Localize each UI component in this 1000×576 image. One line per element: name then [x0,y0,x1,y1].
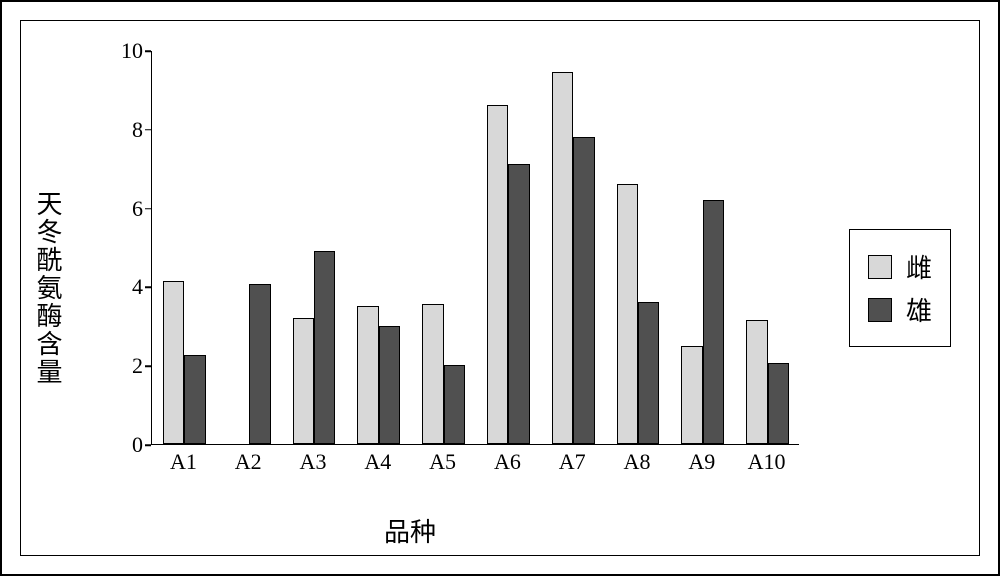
ytick-mark [145,50,151,52]
xtick-label: A2 [235,449,262,475]
outer-border: 天冬酰氨酶含量 品种 0 2 4 6 8 10 A1 A2 A3 A4 A5 A6 A7 A8 A9 A10… [0,0,1000,576]
legend-swatch-male [868,298,892,322]
xtick-label: A8 [624,449,651,475]
bar-male [508,164,529,444]
ytick-label: 8 [111,117,143,143]
bar-male [638,302,659,444]
bar-male [249,284,270,444]
bar-female [487,105,508,444]
bar-male [703,200,724,444]
bar-female [357,306,378,444]
bar-female [552,72,573,444]
ytick-label: 4 [111,274,143,300]
legend: 雌 雄 [849,229,951,347]
bar-female [163,281,184,445]
xtick-label: A3 [300,449,327,475]
bar-female [422,304,443,444]
ytick-label: 10 [111,38,143,64]
x-axis-label: 品种 [21,512,799,549]
ytick-label: 6 [111,196,143,222]
legend-item-male: 雄 [868,291,932,328]
plot-wrap: 0246810 A1A2A3A4A5A6A7A8A9A10 [111,51,799,475]
bar-male [573,137,594,444]
ytick-mark [145,208,151,210]
ytick-label: 0 [111,432,143,458]
xtick-label: A6 [494,449,521,475]
ytick-mark [145,129,151,131]
legend-item-female: 雌 [868,248,932,285]
legend-label-male: 雄 [906,291,932,328]
xtick-label: A7 [559,449,586,475]
legend-label-female: 雌 [906,248,932,285]
xtick-label: A10 [748,449,786,475]
bar-male [184,355,205,444]
bar-female [293,318,314,444]
xtick-label: A9 [688,449,715,475]
ytick-label: 2 [111,353,143,379]
ytick-mark [145,444,151,446]
plot-area [151,51,799,445]
xtick-label: A4 [364,449,391,475]
bar-male [768,363,789,444]
bar-female [746,320,767,444]
legend-swatch-female [868,255,892,279]
y-axis-label: 天冬酰氨酶含量 [29,190,66,386]
ytick-mark [145,287,151,289]
bar-female [681,346,702,445]
xtick-label: A5 [429,449,456,475]
bar-male [444,365,465,444]
xtick-label: A1 [170,449,197,475]
bar-male [314,251,335,444]
bar-female [617,184,638,444]
chart-frame: 天冬酰氨酶含量 品种 0 2 4 6 8 10 A1 A2 A3 A4 A5 A6 A7 A8 A9 A10… [20,20,980,556]
bar-male [379,326,400,444]
ytick-mark [145,365,151,367]
